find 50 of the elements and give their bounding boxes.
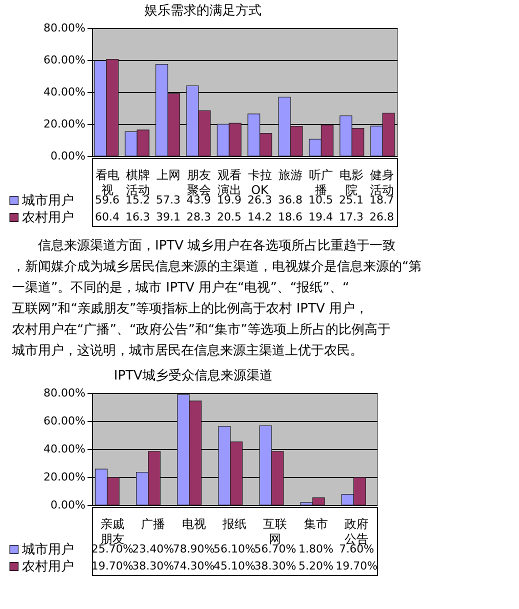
legend-label: 农村用户: [22, 560, 74, 574]
legend-label: 农村用户: [22, 210, 74, 226]
y-tick-label: 40.00%: [44, 442, 86, 456]
data-label: 16.3: [126, 210, 150, 224]
y-tick-label: 60.00%: [44, 414, 86, 428]
data-label: 23.40%: [132, 542, 174, 556]
data-label: 45.10%: [214, 560, 256, 572]
y-tick-label: 80.00%: [44, 386, 86, 400]
y-tick-label: 60.00%: [44, 54, 86, 66]
x-tick-label: 旅游: [278, 168, 302, 182]
data-label: 39.1: [156, 210, 180, 224]
text: 信息来源渠道方面，IPTV 城乡用户在各选项所占比重趋于一致，新闻媒介成为城乡居民信息来源的主渠道，电视媒介是信息来源的“第一渠道”。不同的是，城市 IPTV 用户在“电视”、“报纸”、“互联网”和“亲戚朋友”等项指标上的比例高于农村 IPTV 用户，农村用户在“广播”、“政府公告”和“集市”等选项上所占的比例高于城市用户，这说明，城市居民在信息来源主渠道上优于农民。: [11, 238, 422, 358]
legend-label: 城市用户: [21, 542, 74, 558]
x-tick-label: 电视: [182, 517, 206, 531]
data-label: 18.6: [278, 210, 302, 224]
x-tick-label: 报纸: [222, 517, 246, 531]
data-label: 20.5: [217, 210, 242, 224]
y-tick-label: 40.00%: [44, 86, 86, 98]
y-tick-label: 0.00%: [50, 498, 86, 512]
data-label: 19.70%: [91, 560, 134, 572]
data-label: 19.4: [308, 210, 333, 224]
data-label: 74.30%: [172, 560, 215, 572]
data-label: 28.3: [186, 210, 211, 224]
data-label: 59.6: [95, 194, 120, 206]
chart-title: 娱乐需求的满足方式: [144, 2, 262, 18]
x-tick-label: 广播: [141, 517, 166, 531]
data-label: 25.1: [339, 194, 364, 206]
data-label: 78.90%: [172, 542, 215, 556]
data-label: 14.2: [248, 210, 272, 224]
data-label: 36.8: [278, 194, 302, 206]
data-label: 60.4: [95, 210, 120, 224]
x-tick-label: 集市: [304, 517, 328, 531]
y-tick-label: 0.00%: [50, 150, 86, 162]
data-label: 56.10%: [214, 542, 256, 556]
data-label: 38.30%: [254, 560, 296, 572]
data-label: 19.70%: [336, 560, 378, 572]
data-label: 5.20%: [298, 560, 334, 572]
legend-label: 城市用户: [21, 194, 74, 208]
data-label: 38.30%: [132, 560, 174, 572]
y-tick-label: 80.00%: [44, 22, 86, 34]
data-label: 57.3: [156, 194, 180, 206]
y-tick-label: 20.00%: [44, 118, 86, 130]
chart-title: IPTV城乡受众信息来源渠道: [114, 368, 272, 384]
data-label: 17.3: [339, 210, 364, 224]
data-label: 26.8: [370, 210, 394, 224]
data-label: 1.80%: [298, 542, 334, 556]
x-tick-label: 上网: [156, 168, 180, 182]
y-tick-label: 20.00%: [44, 470, 86, 484]
data-label: 26.3: [248, 194, 272, 206]
data-label: 56.70%: [254, 542, 296, 556]
